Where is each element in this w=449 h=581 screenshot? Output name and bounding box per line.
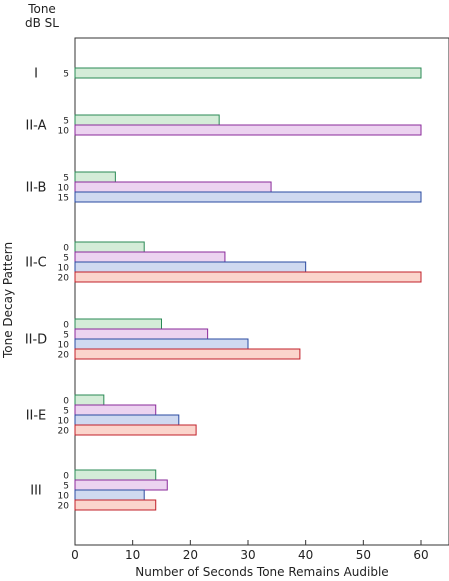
level-label: 10 bbox=[58, 264, 70, 274]
level-label: 5 bbox=[63, 117, 69, 127]
level-label: 20 bbox=[58, 427, 70, 437]
x-tick-label: 50 bbox=[356, 548, 371, 562]
plot-frame bbox=[74, 37, 449, 546]
group-label: I bbox=[34, 67, 38, 82]
bar-iii-10db bbox=[74, 489, 145, 501]
group-labels-layer: I II-A II-B II-C II-D II-E III bbox=[25, 67, 47, 499]
bar-ii-a-10db bbox=[74, 124, 422, 136]
level-label: 5 bbox=[63, 331, 69, 341]
level-label: 20 bbox=[58, 502, 70, 512]
group-label: II-A bbox=[26, 119, 47, 134]
level-label: 5 bbox=[63, 482, 69, 492]
y-axis-label: Tone Decay Pattern bbox=[1, 242, 15, 359]
legend-title-db-sl: dB SL bbox=[25, 16, 59, 30]
group-label: II-E bbox=[26, 409, 47, 424]
level-label: 15 bbox=[58, 194, 69, 204]
bar-ii-b-10db bbox=[74, 181, 272, 193]
level-label: 0 bbox=[63, 244, 69, 254]
level-label: 5 bbox=[63, 174, 69, 184]
bar-ii-c-10db bbox=[74, 261, 307, 273]
group-label: II-C bbox=[25, 256, 46, 271]
level-label: 10 bbox=[58, 492, 70, 502]
bar-i-5db bbox=[74, 67, 422, 79]
level-label: 0 bbox=[63, 472, 69, 482]
bar-ii-c-0db bbox=[74, 241, 145, 253]
bar-ii-e-20db bbox=[74, 424, 197, 436]
bar-iii-5db bbox=[74, 479, 168, 491]
bar-iii-20db bbox=[74, 499, 157, 511]
bars-layer bbox=[74, 67, 422, 511]
bar-ii-b-5db bbox=[74, 171, 116, 183]
level-label: 10 bbox=[58, 341, 70, 351]
x-tick-label: 30 bbox=[240, 548, 255, 562]
level-label: 5 bbox=[63, 407, 69, 417]
x-axis: 0 10 20 30 40 50 60 bbox=[71, 540, 429, 562]
group-label: III bbox=[30, 484, 42, 499]
bar-ii-c-5db bbox=[74, 251, 226, 263]
bar-ii-d-10db bbox=[74, 338, 249, 350]
x-axis-label: Number of Seconds Tone Remains Audible bbox=[135, 565, 388, 579]
level-label: 5 bbox=[63, 70, 69, 80]
bar-ii-d-5db bbox=[74, 328, 209, 340]
bar-ii-e-5db bbox=[74, 404, 157, 416]
level-label: 0 bbox=[63, 397, 69, 407]
level-label: 10 bbox=[58, 127, 70, 137]
legend-title-tone: Tone bbox=[27, 2, 56, 16]
x-tick-label: 20 bbox=[183, 548, 198, 562]
bar-ii-d-20db bbox=[74, 348, 301, 360]
bar-iii-0db bbox=[74, 469, 157, 481]
group-label: II-D bbox=[25, 333, 47, 348]
x-tick-label: 40 bbox=[298, 548, 313, 562]
x-tick-label: 60 bbox=[413, 548, 428, 562]
bar-ii-a-5db bbox=[74, 114, 220, 126]
bar-ii-d-0db bbox=[74, 318, 162, 330]
level-label: 20 bbox=[58, 274, 70, 284]
level-label: 20 bbox=[58, 351, 70, 361]
bar-ii-b-15db bbox=[74, 191, 422, 203]
level-label: 10 bbox=[58, 184, 70, 194]
group-label: II-B bbox=[26, 181, 47, 196]
x-tick-label: 0 bbox=[71, 548, 79, 562]
bar-ii-e-10db bbox=[74, 414, 180, 426]
level-label: 10 bbox=[58, 417, 70, 427]
level-label: 0 bbox=[63, 321, 69, 331]
level-label: 5 bbox=[63, 254, 69, 264]
bar-ii-e-0db bbox=[74, 394, 105, 406]
bar-ii-c-20db bbox=[74, 271, 422, 283]
x-tick-label: 10 bbox=[125, 548, 140, 562]
